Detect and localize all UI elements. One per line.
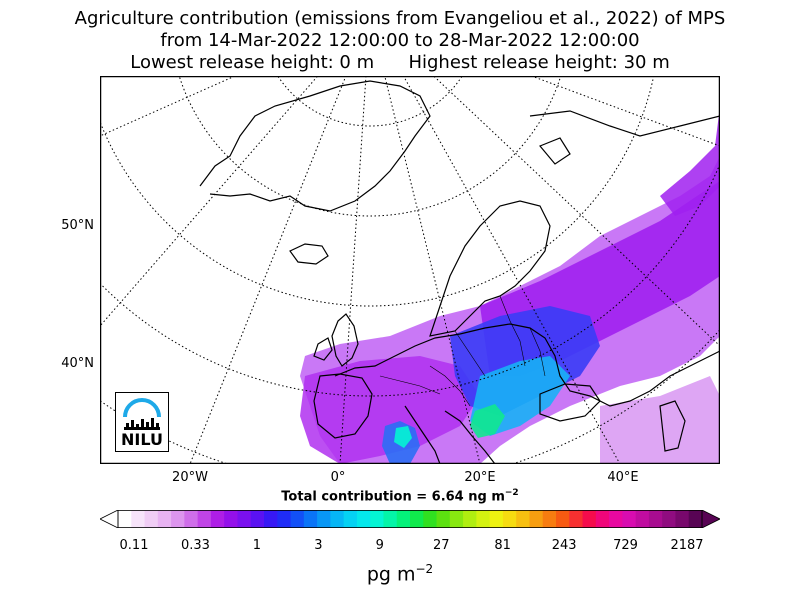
colorbar-units: pg m−2 <box>0 562 800 585</box>
lon-label-20e: 20°E <box>464 470 496 485</box>
colorbar-cell <box>609 510 623 528</box>
uk-coast <box>331 313 359 367</box>
colorbar-cell <box>303 510 318 528</box>
title-line-3: Lowest release height: 0 m Highest relea… <box>130 52 670 73</box>
lon-label-0: 0° <box>330 470 346 485</box>
lon-label-40e: 40°E <box>607 470 639 485</box>
colorbar-cell <box>237 510 252 528</box>
title-line-2: from 14-Mar-2022 12:00:00 to 28-Mar-2022… <box>160 30 640 51</box>
units-text: pg m <box>366 563 416 586</box>
colorbar-cell <box>476 510 491 528</box>
iceland-coast <box>289 243 329 265</box>
colorbar-tick-label: 243 <box>551 538 577 553</box>
colorbar-cell <box>356 510 371 528</box>
total-contribution: Total contribution = 6.64 ng m−2 <box>0 488 800 504</box>
plume-green <box>470 404 505 438</box>
caspian-coast <box>659 400 686 452</box>
colorbar-cell <box>436 510 451 528</box>
units-exponent: −2 <box>415 562 434 576</box>
colorbar-cell <box>675 510 690 528</box>
plume-northeast <box>660 106 720 216</box>
italy-coast <box>404 405 441 464</box>
colorbar-cell <box>197 510 212 528</box>
colorbar-tick-label: 81 <box>494 538 511 553</box>
colorbar-cell <box>264 510 278 528</box>
colorbar-cell <box>210 510 225 528</box>
lon-label-20w: 20°W <box>172 470 208 485</box>
plume-layer <box>300 106 720 464</box>
total-contribution-exponent: −2 <box>504 488 519 498</box>
colorbar-cell <box>542 510 557 528</box>
colorbar-cell <box>317 510 331 528</box>
colorbar-cell <box>569 510 584 528</box>
coastlines <box>199 80 720 464</box>
colorbar-cell <box>383 510 398 528</box>
colorbar <box>100 510 720 528</box>
colorbar-tick-label: 3 <box>314 538 323 553</box>
arctic-coast <box>529 110 720 137</box>
colorbar-cell <box>396 510 411 528</box>
colorbar-cell <box>595 510 610 528</box>
colorbar-max-arrow <box>701 510 720 528</box>
country-borders <box>379 295 546 407</box>
colorbar-cell <box>582 510 597 528</box>
colorbar-cell <box>449 510 464 528</box>
ireland-coast <box>313 337 333 361</box>
colorbar-cell <box>688 510 703 528</box>
colorbar-cell <box>184 510 199 528</box>
lat-label-40n: 40°N <box>61 356 94 371</box>
colorbar-cell <box>516 510 530 528</box>
greenland-coast <box>199 80 431 212</box>
colorbar-cells <box>118 510 703 528</box>
colorbar-cell <box>157 510 172 528</box>
lat-label-50n: 50°N <box>61 218 94 233</box>
plume-southeast <box>600 376 720 464</box>
iberia-coast <box>313 373 373 439</box>
logo-graphic-icon <box>123 398 161 430</box>
balkans-coast <box>444 410 496 464</box>
total-contribution-text: Total contribution = 6.64 ng m <box>281 489 505 505</box>
graticule <box>100 76 720 464</box>
scandinavia-coast <box>429 200 551 337</box>
colorbar-cell <box>277 510 292 528</box>
colorbar-cell <box>489 510 504 528</box>
colorbar-tick-label: 2187 <box>670 538 704 553</box>
colorbar-cell <box>529 510 544 528</box>
colorbar-cell <box>423 510 438 528</box>
colorbar-tick-label: 0.11 <box>119 538 149 553</box>
colorbar-cell <box>556 510 570 528</box>
colorbar-cell <box>343 510 358 528</box>
colorbar-tick-label: 1 <box>252 538 262 553</box>
colorbar-cell <box>144 510 159 528</box>
colorbar-cell <box>622 510 637 528</box>
colorbar-cell <box>410 510 424 528</box>
plume-south-coast <box>300 356 480 464</box>
colorbar-cell <box>463 510 477 528</box>
colorbar-tick-label: 729 <box>613 538 638 553</box>
colorbar-cell <box>290 510 305 528</box>
logo-text: NILU <box>121 430 163 449</box>
plume-italy-core <box>394 426 412 448</box>
colorbar-cell <box>171 510 185 528</box>
colorbar-cell <box>370 510 384 528</box>
colorbar-cell <box>118 510 132 528</box>
title-line-1: Agriculture contribution (emissions from… <box>74 8 726 29</box>
colorbar-cell <box>662 510 676 528</box>
concentration-map <box>100 76 720 464</box>
colorbar-cell <box>648 510 663 528</box>
colorbar-cell <box>250 510 265 528</box>
colorbar-cell <box>330 510 345 528</box>
svalbard-coast <box>539 137 571 165</box>
colorbar-tick-label: 27 <box>432 538 450 553</box>
colorbar-cell <box>131 510 146 528</box>
europe-coast <box>334 323 720 407</box>
colorbar-cell <box>224 510 238 528</box>
colorbar-cell <box>635 510 650 528</box>
colorbar-cell <box>502 510 517 528</box>
nilu-logo: NILU <box>115 392 169 452</box>
colorbar-tick-label: 0.33 <box>180 538 210 553</box>
colorbar-min-arrow <box>100 510 119 528</box>
blacksea-coast <box>539 383 601 422</box>
colorbar-tick-label: 9 <box>375 538 384 553</box>
